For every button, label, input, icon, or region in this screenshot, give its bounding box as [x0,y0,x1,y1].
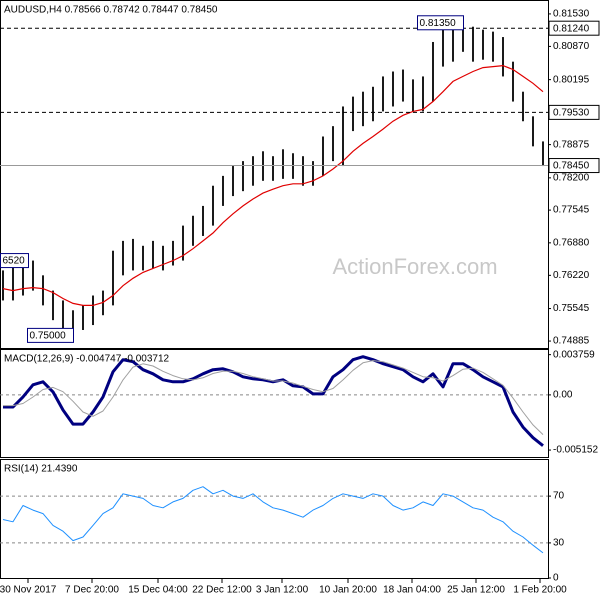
panel-frame [0,0,549,349]
watermark: ActionForex.com [332,254,497,279]
annotation-box [417,15,464,31]
y-tick-label: 0.78200 [553,172,590,183]
panel-frame [0,349,549,458]
annotation-label: 0.75000 [30,331,67,342]
indicator-line [2,486,544,554]
y-tick-label: 0.80870 [553,41,590,52]
x-tick-label: 30 Nov 2017 [0,585,57,596]
y-tick-label: -0.005152 [553,445,598,456]
x-tick-label: 22 Dec 12:00 [192,585,252,596]
y-tick-label: 30 [553,538,565,549]
y-tick-label: 0.003759 [553,349,595,360]
panel-title: AUDUSD,H4 0.78566 0.78742 0.78447 0.7845… [4,5,218,16]
y-tick-label: 0.00 [553,390,573,401]
x-tick-label: 7 Dec 20:00 [65,585,119,596]
y-tick-label: 70 [553,491,565,502]
x-tick-label: 3 Jan 12:00 [256,585,309,596]
annotation-box [27,327,74,343]
y-tick-label: 0.75545 [553,303,590,314]
y-tick-label: 0.77545 [553,205,590,216]
annotation-box [0,253,29,269]
y-tick-label: 0.80195 [553,74,590,85]
annotation-label: 6520 [3,256,26,267]
y-tick-label: 0.76220 [553,270,590,281]
y-tick-label: 0.78875 [553,139,590,150]
x-tick-label: 25 Jan 12:00 [447,585,505,596]
y-tick-label: 0 [553,573,559,584]
level-label-box [548,104,600,120]
y-tick-label: 0.74885 [553,336,590,347]
level-label: 0.81240 [553,23,590,34]
indicator-line [3,355,544,447]
indicator-line [3,360,544,435]
level-label: 0.78450 [553,161,590,172]
x-tick-label: 10 Jan 20:00 [319,585,377,596]
level-label-box [548,20,600,36]
level-label: 0.79530 [553,108,590,119]
panel-title: MACD(12,26,9) -0.004747 -0.003712 [4,354,170,365]
moving-average [2,64,544,306]
annotation-label: 0.81350 [420,18,457,29]
y-tick-label: 0.76880 [553,237,590,248]
panel-frame [0,459,549,579]
level-label-box [548,158,600,174]
y-tick-label: 0.81530 [553,9,590,20]
x-tick-label: 15 Dec 04:00 [128,585,188,596]
x-tick-label: 18 Jan 04:00 [383,585,441,596]
x-tick-label: 1 Feb 20:00 [513,585,567,596]
panel-title: RSI(14) 21.4390 [4,464,78,475]
